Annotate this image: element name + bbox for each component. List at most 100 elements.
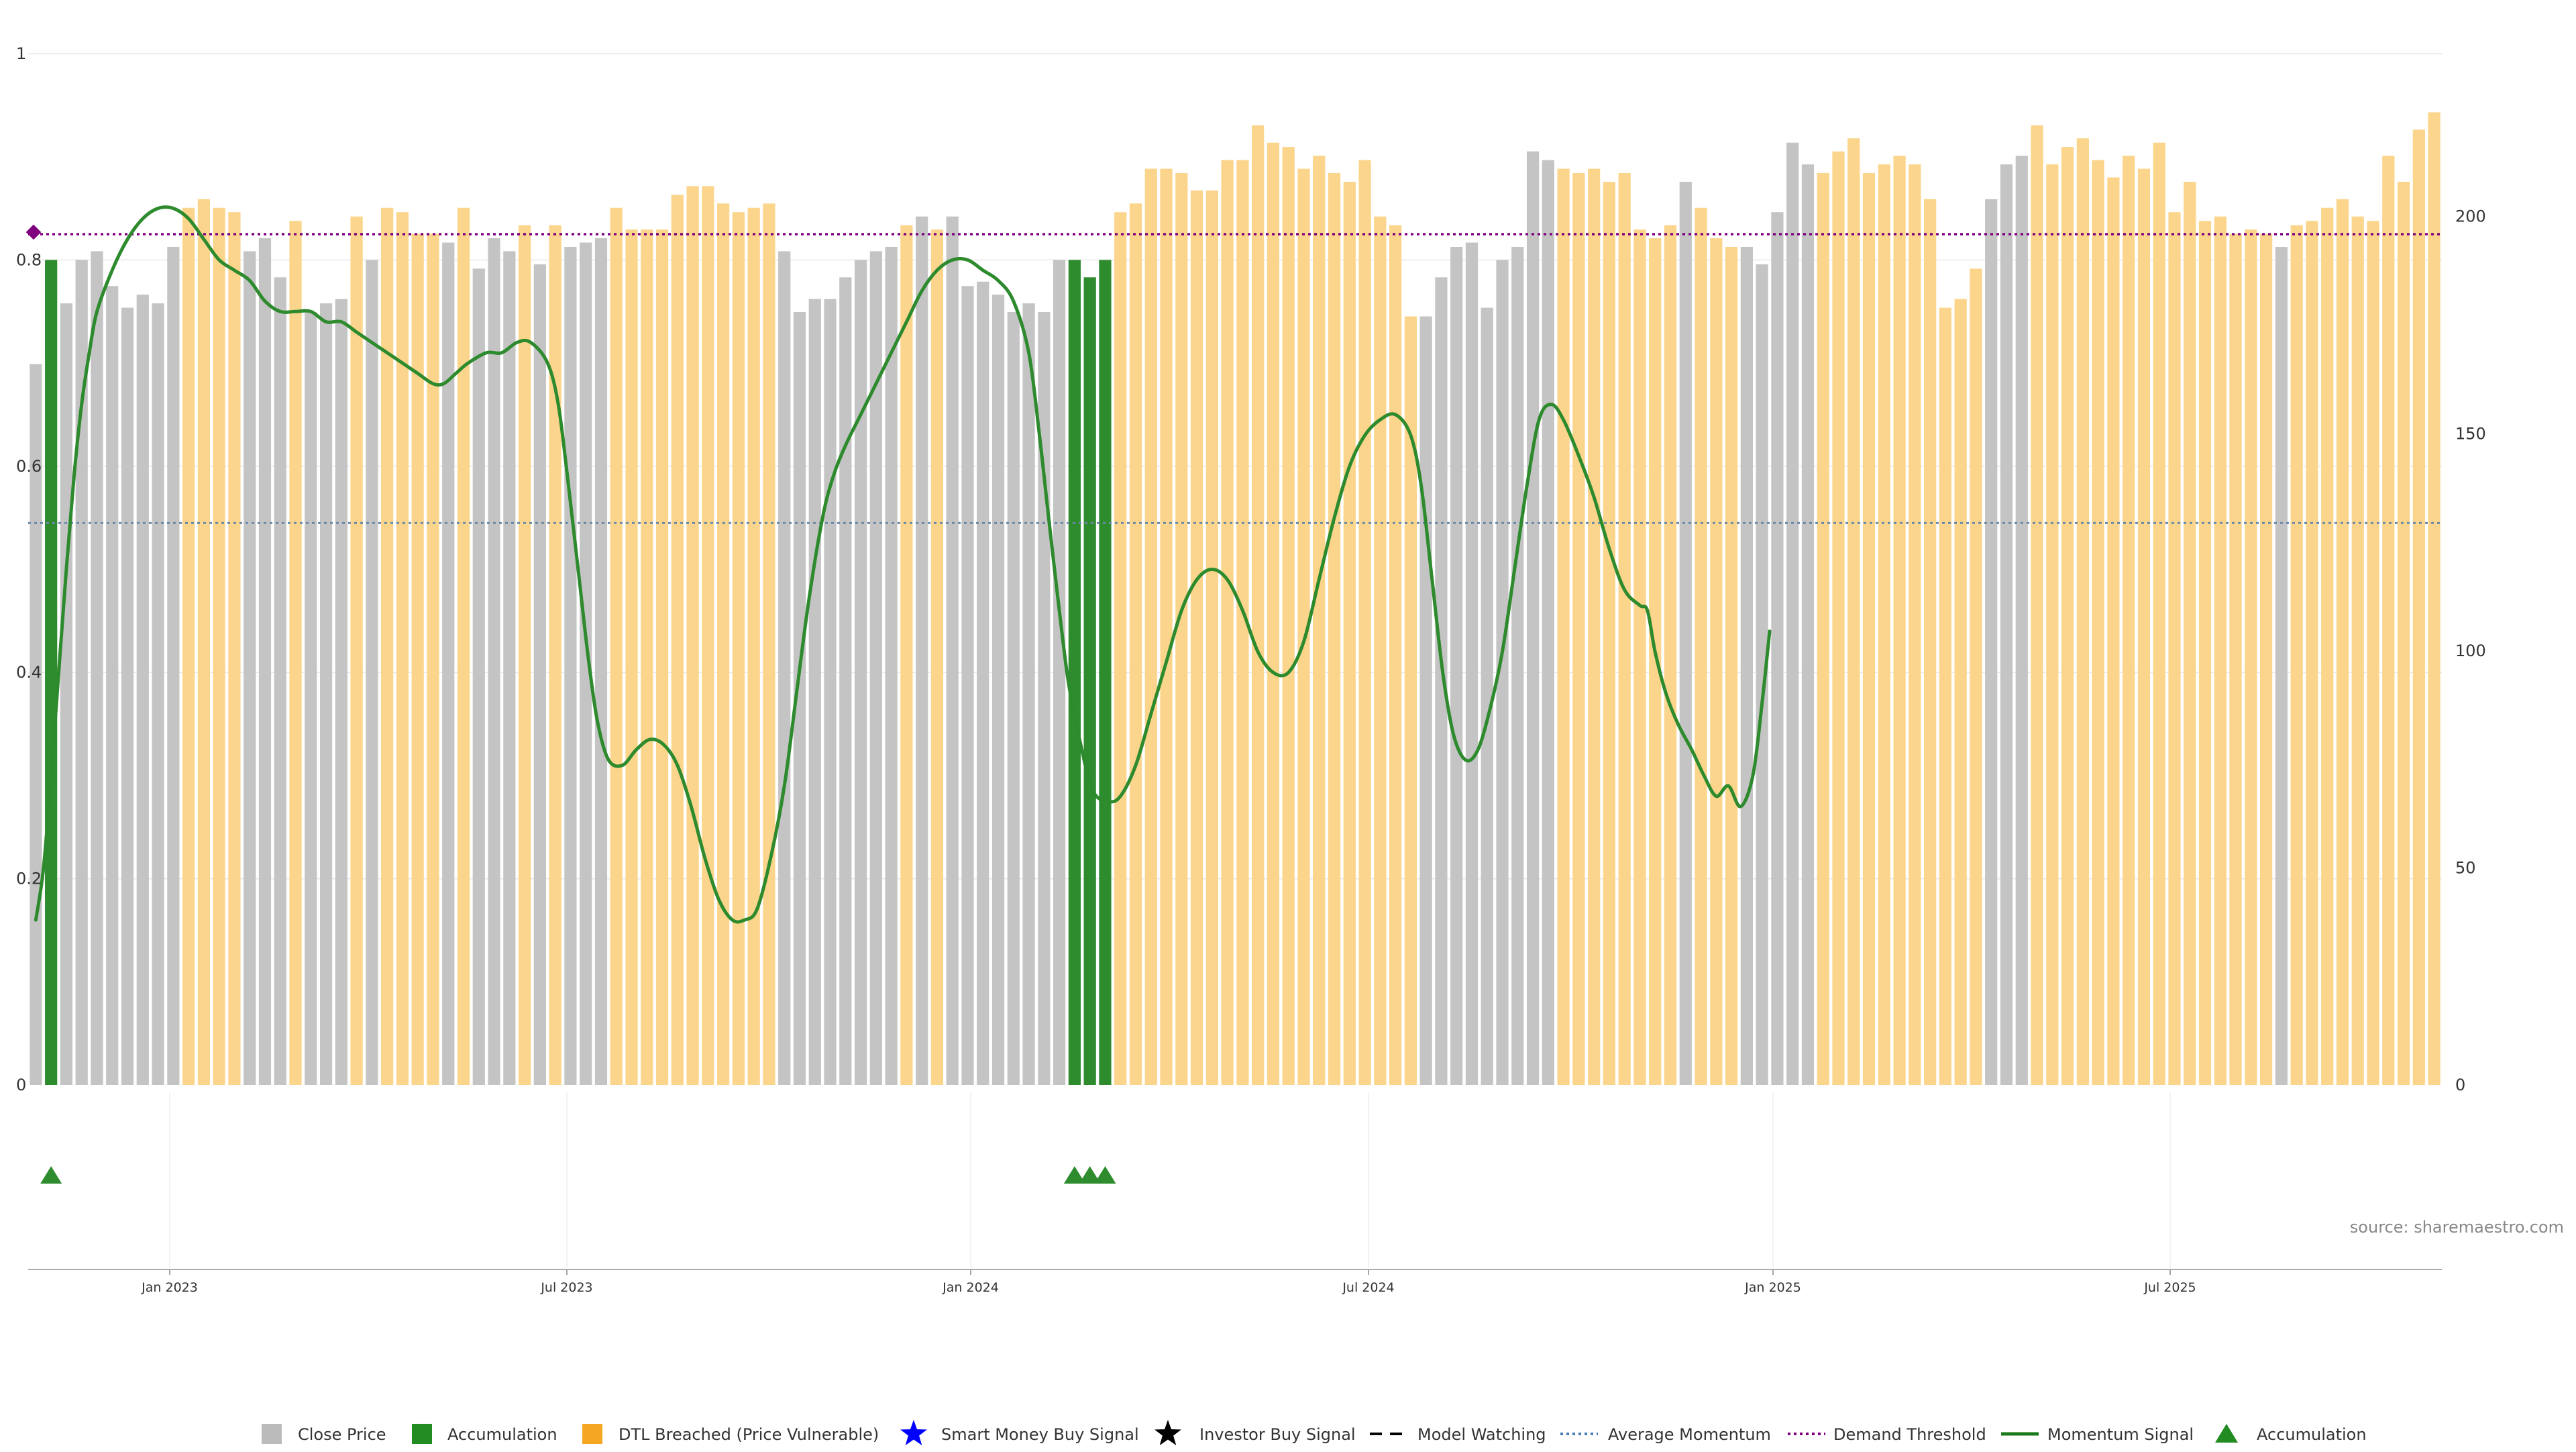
left-axis-tick-label: 0	[16, 1076, 26, 1094]
price-bar	[2031, 125, 2043, 1086]
price-bar	[2412, 129, 2425, 1085]
left-axis-tick-label: 0.6	[16, 457, 42, 476]
price-bar	[625, 229, 638, 1086]
price-bar	[2351, 216, 2364, 1085]
price-bar	[1756, 264, 1768, 1085]
price-bar	[2214, 216, 2226, 1085]
price-bar	[1511, 246, 1524, 1086]
price-bar	[442, 242, 455, 1085]
legend-item: Accumulation	[2215, 1424, 2367, 1444]
price-bar	[991, 295, 1005, 1086]
legend-label: DTL Breached (Price Vulnerable)	[619, 1425, 879, 1444]
price-bar	[1297, 168, 1310, 1086]
price-bar	[2245, 229, 2257, 1086]
price-bar	[319, 303, 333, 1086]
price-bar	[1878, 164, 1890, 1085]
price-bar	[839, 277, 852, 1085]
legend-item: Average Momentum	[1560, 1425, 1771, 1444]
price-bar	[1160, 168, 1173, 1086]
price-bar	[655, 229, 669, 1086]
price-bar	[381, 207, 394, 1085]
legend-star-icon	[1155, 1420, 1181, 1445]
legend-star-icon	[900, 1420, 927, 1445]
price-bar	[1465, 242, 1479, 1085]
legend-item: Close Price	[262, 1424, 386, 1444]
price-bar	[152, 303, 164, 1086]
price-bar	[2061, 147, 2074, 1086]
price-bar	[793, 312, 806, 1085]
price-bar	[1481, 307, 1493, 1085]
price-bar	[411, 234, 424, 1085]
price-bar	[1404, 316, 1417, 1085]
price-bar	[2168, 212, 2181, 1085]
legend: Close Price Accumulation DTL Breached (Pri…	[262, 1420, 2367, 1445]
left-axis-tick-label: 0.2	[16, 870, 42, 888]
price-bar	[1939, 307, 1952, 1085]
price-bar	[2198, 221, 2212, 1086]
legend-item: Investor Buy Signal	[1155, 1420, 1356, 1445]
price-bar	[1236, 160, 1249, 1085]
price-bar	[1954, 299, 1967, 1086]
price-bar	[824, 299, 837, 1086]
price-bar	[45, 260, 58, 1085]
right-axis-tick-label: 100	[2455, 641, 2486, 660]
price-bar	[1007, 312, 1020, 1085]
accumulation-triangle-icon	[1094, 1166, 1116, 1184]
legend-item: Smart Money Buy Signal	[900, 1420, 1139, 1445]
price-bar	[2153, 142, 2165, 1086]
price-bar	[518, 225, 531, 1085]
accumulation-triangle-icon	[1079, 1166, 1101, 1184]
legend-square-icon	[262, 1424, 282, 1444]
legend-label: Demand Threshold	[1833, 1425, 1986, 1444]
price-bar	[488, 238, 500, 1085]
price-bar	[1175, 172, 1188, 1086]
price-bar	[549, 225, 561, 1085]
price-bar	[1267, 142, 1280, 1086]
legend-label: Momentum Signal	[2047, 1425, 2194, 1444]
price-bar	[1022, 303, 1035, 1086]
price-bar	[1144, 168, 1157, 1086]
price-bar	[533, 264, 546, 1085]
price-bar	[1313, 156, 1326, 1085]
price-bar	[854, 260, 867, 1085]
price-bar	[91, 251, 103, 1086]
price-bar	[2260, 234, 2273, 1085]
price-bar	[1603, 181, 1616, 1085]
price-bar	[2000, 164, 2013, 1085]
price-bar	[1572, 172, 1585, 1086]
x-axis-tick-label: Jul 2023	[540, 1280, 592, 1295]
price-bar	[2137, 168, 2151, 1086]
price-bar	[213, 207, 225, 1085]
price-bar	[228, 212, 241, 1085]
right-axis-tick-label: 50	[2455, 858, 2476, 877]
price-bar	[60, 303, 73, 1086]
price-bar	[1618, 172, 1631, 1086]
price-bar	[2046, 164, 2059, 1085]
price-bar	[778, 251, 791, 1086]
legend-label: Model Watching	[1417, 1425, 1546, 1444]
right-axis-tick-label: 0	[2455, 1076, 2465, 1094]
price-bar	[1985, 199, 1998, 1086]
legend-triangle-icon	[2215, 1424, 2238, 1443]
price-bar	[1664, 225, 1677, 1085]
price-bar	[869, 251, 882, 1086]
price-bar	[2107, 177, 2120, 1086]
legend-label: Close Price	[298, 1425, 386, 1444]
price-bar	[1435, 277, 1448, 1085]
price-bar	[885, 246, 898, 1086]
price-bar	[244, 251, 256, 1086]
source-label: source: sharemaestro.com	[2350, 1218, 2564, 1237]
price-bar	[1252, 125, 1265, 1086]
price-bar	[671, 195, 684, 1086]
price-bar	[2306, 221, 2318, 1086]
legend-item: Momentum Signal	[2001, 1425, 2194, 1444]
price-bar	[2397, 181, 2410, 1085]
price-bar	[1679, 181, 1692, 1085]
price-bar	[1083, 277, 1096, 1085]
price-bar	[2382, 156, 2395, 1085]
price-bar	[747, 207, 760, 1085]
price-bar	[1710, 238, 1723, 1085]
price-bar	[1114, 212, 1127, 1085]
price-bar	[930, 229, 944, 1086]
price-bar	[1847, 138, 1860, 1085]
